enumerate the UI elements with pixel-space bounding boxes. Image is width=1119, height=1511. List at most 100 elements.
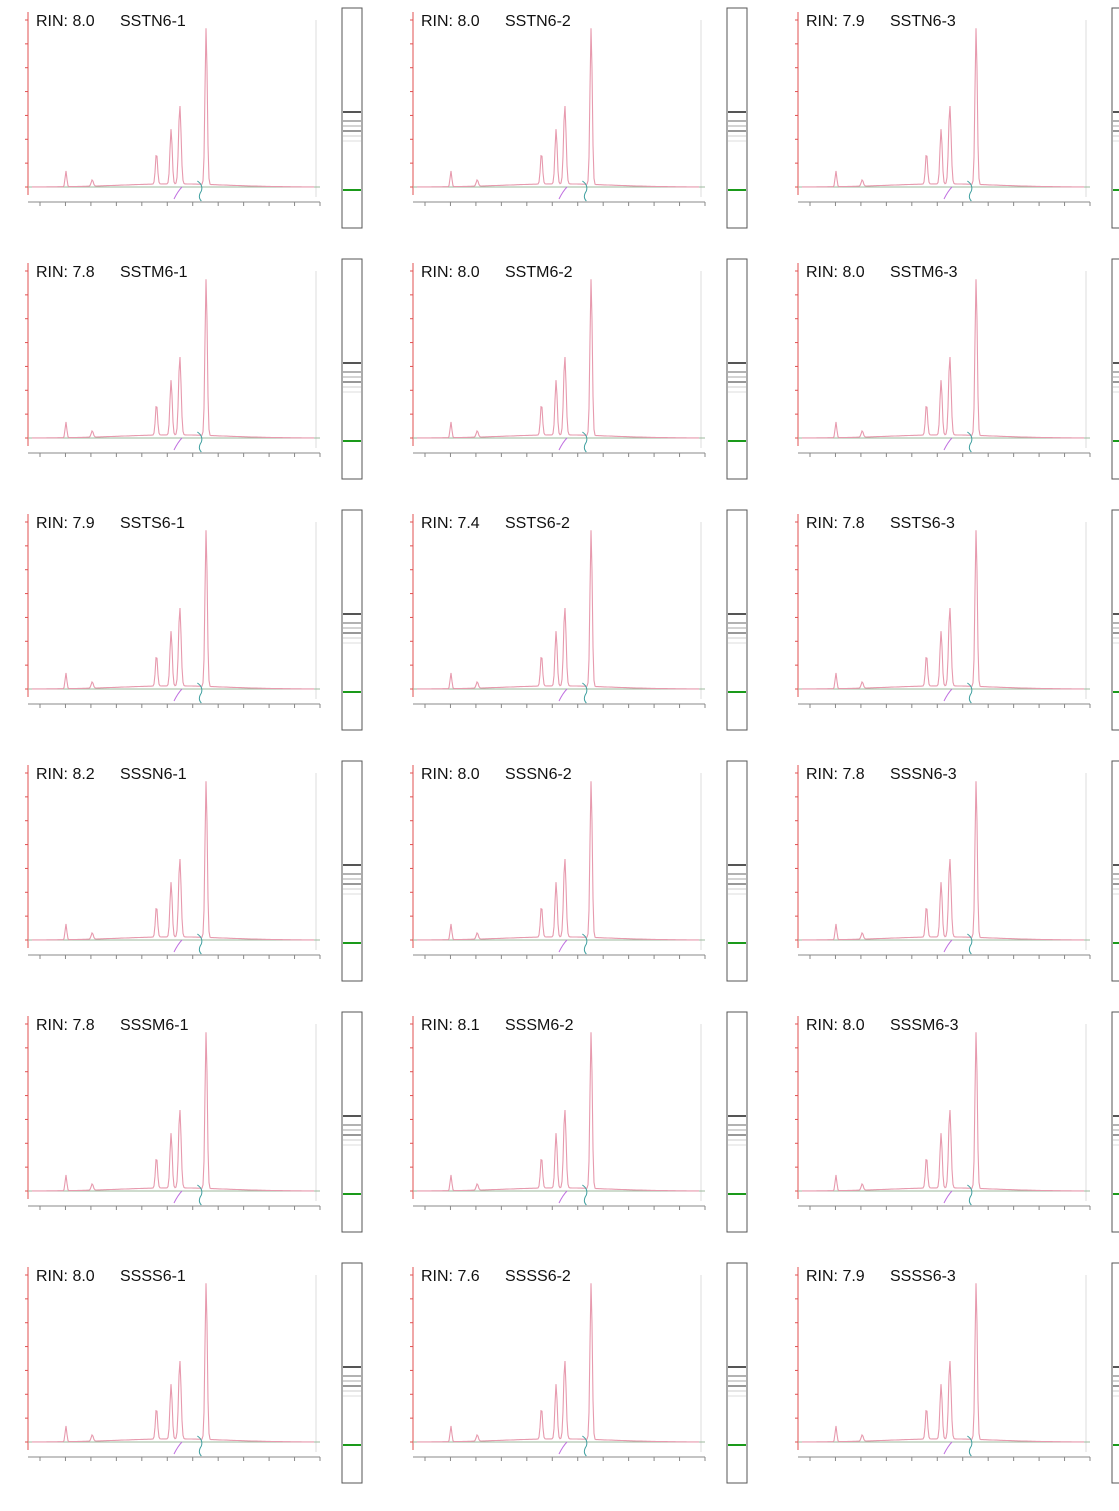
gel-lane	[727, 259, 747, 479]
marker-curve	[559, 689, 567, 701]
marker-curve	[944, 689, 952, 701]
sample-label: SSTM6-3	[890, 264, 958, 281]
sample-label: SSSN6-2	[505, 766, 572, 783]
marker-curve	[559, 187, 567, 199]
sample-label: SSSM6-2	[505, 1017, 574, 1034]
gel-lane	[1112, 761, 1119, 981]
panel: RIN: 8.0 SSTN6-2	[410, 8, 747, 228]
rin-label: RIN: 7.6	[421, 1268, 480, 1285]
rin-label: RIN: 7.4	[421, 515, 480, 532]
marker-curve	[174, 940, 182, 952]
gel-lane	[727, 761, 747, 981]
gel-lane	[727, 510, 747, 730]
panel: RIN: 7.9 SSTN6-3	[795, 8, 1119, 228]
sample-label: SSTN6-1	[120, 13, 186, 30]
marker-curve	[559, 940, 567, 952]
sample-label: SSSS6-1	[120, 1268, 186, 1285]
rin-label: RIN: 8.0	[421, 13, 480, 30]
sample-label: SSTN6-2	[505, 13, 571, 30]
panel: RIN: 7.8 SSTM6-1	[25, 259, 362, 479]
panel: RIN: 8.2 SSSN6-1	[25, 761, 362, 981]
gel-lane	[342, 1012, 362, 1232]
trace	[802, 279, 1084, 438]
rin-label: RIN: 8.0	[36, 13, 95, 30]
marker-curve	[944, 940, 952, 952]
panel: RIN: 7.8 SSSN6-3	[795, 761, 1119, 981]
panel: RIN: 8.0 SSSS6-1	[25, 1263, 362, 1483]
panel: RIN: 8.0 SSSM6-3	[795, 1012, 1119, 1232]
panel: RIN: 7.4 SSTS6-2	[410, 510, 747, 730]
rin-label: RIN: 8.0	[36, 1268, 95, 1285]
rin-label: RIN: 7.9	[36, 515, 95, 532]
rin-label: RIN: 7.9	[806, 1268, 865, 1285]
trace	[417, 1032, 699, 1191]
rin-label: RIN: 8.0	[806, 1017, 865, 1034]
marker-curve	[174, 689, 182, 701]
rin-label: RIN: 7.8	[806, 515, 865, 532]
rin-label: RIN: 7.9	[806, 13, 865, 30]
marker-curve	[174, 187, 182, 199]
trace	[417, 1283, 699, 1442]
gel-lane	[727, 1263, 747, 1483]
rin-label: RIN: 8.1	[421, 1017, 480, 1034]
sample-label: SSTN6-3	[890, 13, 956, 30]
gel-lane	[727, 8, 747, 228]
rin-label: RIN: 7.8	[806, 766, 865, 783]
trace	[802, 781, 1084, 940]
rin-label: RIN: 7.8	[36, 264, 95, 281]
sample-label: SSTM6-1	[120, 264, 188, 281]
sample-label: SSSS6-2	[505, 1268, 571, 1285]
trace	[802, 28, 1084, 187]
panel: RIN: 7.8 SSSM6-1	[25, 1012, 362, 1232]
rin-label: RIN: 7.8	[36, 1017, 95, 1034]
trace	[802, 1283, 1084, 1442]
trace	[32, 28, 314, 187]
trace	[32, 530, 314, 689]
panel: RIN: 8.0 SSTM6-3	[795, 259, 1119, 479]
gel-lane	[342, 761, 362, 981]
panel: RIN: 7.9 SSTS6-1	[25, 510, 362, 730]
rin-label: RIN: 8.0	[421, 766, 480, 783]
gel-lane	[342, 259, 362, 479]
gel-lane	[1112, 8, 1119, 228]
marker-curve	[174, 1191, 182, 1203]
panel: RIN: 7.6 SSSS6-2	[410, 1263, 747, 1483]
sample-label: SSTM6-2	[505, 264, 573, 281]
sample-label: SSSM6-3	[890, 1017, 959, 1034]
marker-curve	[559, 438, 567, 450]
panel: RIN: 8.1 SSSM6-2	[410, 1012, 747, 1232]
trace	[417, 28, 699, 187]
sample-label: SSSN6-3	[890, 766, 957, 783]
panel: RIN: 8.0 SSTN6-1	[25, 8, 362, 228]
trace	[802, 1032, 1084, 1191]
marker-curve	[559, 1442, 567, 1454]
rin-label: RIN: 8.2	[36, 766, 95, 783]
gel-lane	[342, 8, 362, 228]
sample-label: SSSM6-1	[120, 1017, 189, 1034]
rin-label: RIN: 8.0	[421, 264, 480, 281]
marker-curve	[944, 1442, 952, 1454]
panel: RIN: 8.0 SSSN6-2	[410, 761, 747, 981]
panel: RIN: 8.0 SSTM6-2	[410, 259, 747, 479]
marker-curve	[944, 187, 952, 199]
gel-lane	[1112, 510, 1119, 730]
trace	[32, 1032, 314, 1191]
gel-lane	[1112, 1263, 1119, 1483]
trace	[417, 781, 699, 940]
marker-curve	[174, 1442, 182, 1454]
sample-label: SSTS6-3	[890, 515, 955, 532]
sample-label: SSTS6-1	[120, 515, 185, 532]
panel: RIN: 7.8 SSTS6-3	[795, 510, 1119, 730]
marker-curve	[559, 1191, 567, 1203]
marker-curve	[944, 1191, 952, 1203]
panel: RIN: 7.9 SSSS6-3	[795, 1263, 1119, 1483]
trace	[32, 279, 314, 438]
sample-label: SSTS6-2	[505, 515, 570, 532]
sample-label: SSSN6-1	[120, 766, 187, 783]
trace	[32, 781, 314, 940]
trace	[802, 530, 1084, 689]
sample-label: SSSS6-3	[890, 1268, 956, 1285]
trace	[417, 530, 699, 689]
marker-curve	[944, 438, 952, 450]
rin-label: RIN: 8.0	[806, 264, 865, 281]
